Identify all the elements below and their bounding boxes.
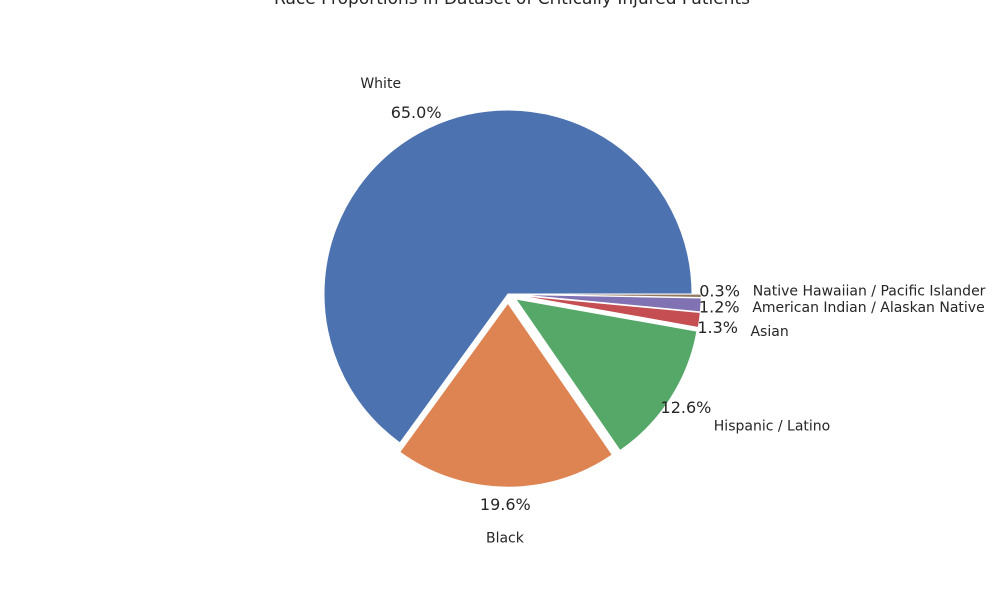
pie-slice-white <box>323 109 693 444</box>
slice-label-hispanic-latino: Hispanic / Latino <box>714 418 830 434</box>
chart-title: Race Proportions in Dataset of Criticall… <box>274 0 750 9</box>
pie-labels: 65.0% White 19.6% Black 12.6%Hispanic / Lati… <box>360 76 985 547</box>
slice-label-black: Black <box>486 531 525 547</box>
pct-label-american-indian-alaskan-native: 1.2% <box>699 297 740 316</box>
pie-slice-asian <box>517 294 701 329</box>
pct-label-white: 65.0% <box>391 103 442 122</box>
pct-label-black: 19.6% <box>480 495 531 514</box>
pie-slice-hispanic-latino <box>514 298 698 452</box>
slice-label-native-hawaiian-pacific-islander: Native Hawaiian / Pacific Islander <box>753 283 986 299</box>
slice-label-white: White <box>360 76 401 92</box>
slice-label-american-indian-alaskan-native: American Indian / Alaskan Native <box>752 300 984 316</box>
pct-label-asian: 1.3% <box>697 318 738 337</box>
slice-label-asian: Asian <box>750 324 788 340</box>
pct-label-native-hawaiian-pacific-islander: 0.3% <box>699 281 740 300</box>
pie-slices <box>323 109 702 488</box>
pie-slice-native-hawaiian-pacific-islander <box>517 293 702 299</box>
pct-label-hispanic-latino: 12.6% <box>661 398 712 417</box>
pie-slice-black <box>399 302 613 488</box>
